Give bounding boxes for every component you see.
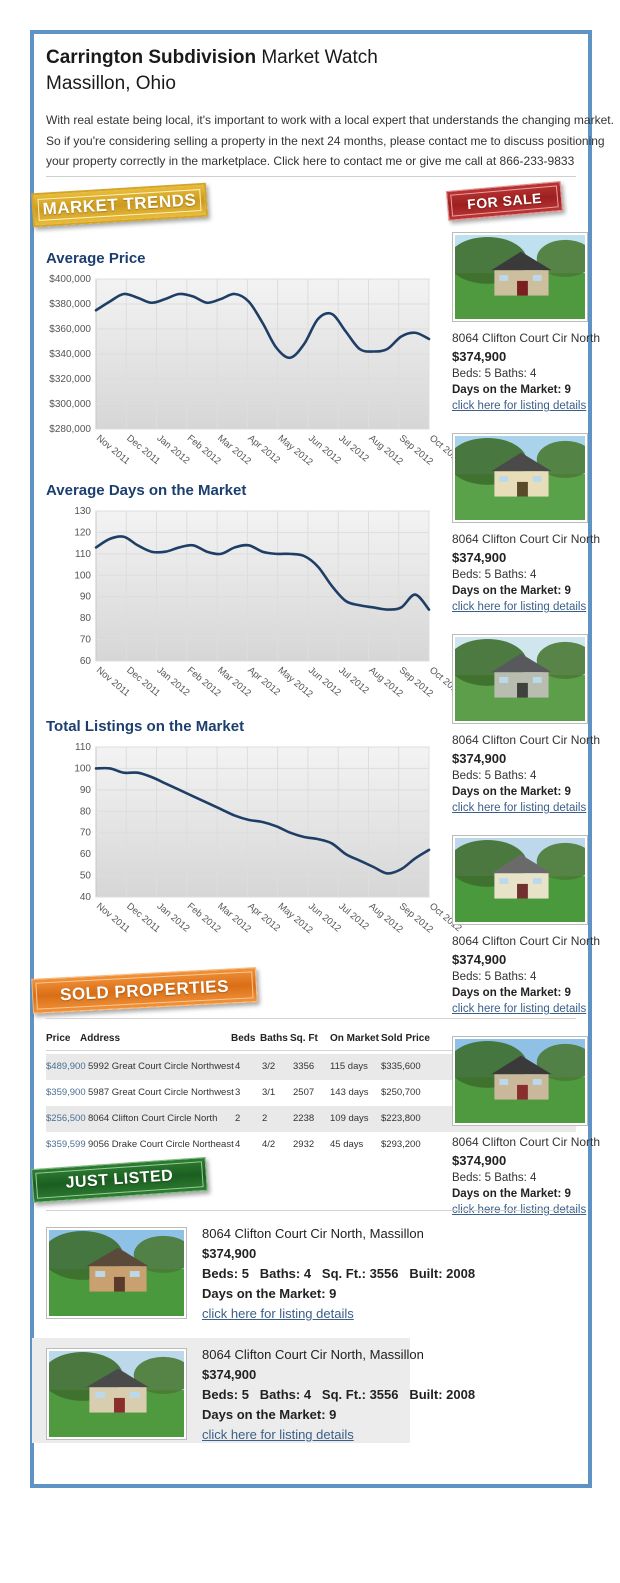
svg-text:120: 120	[74, 527, 91, 538]
svg-text:$380,000: $380,000	[49, 299, 91, 310]
svg-text:100: 100	[74, 763, 91, 774]
svg-text:$400,000: $400,000	[49, 274, 91, 285]
svg-text:110: 110	[75, 742, 91, 753]
svg-text:Jan 2012: Jan 2012	[155, 901, 192, 935]
svg-text:$340,000: $340,000	[49, 349, 91, 360]
svg-text:80: 80	[80, 613, 92, 624]
svg-text:Jan 2012: Jan 2012	[155, 665, 192, 699]
svg-text:130: 130	[74, 506, 91, 517]
svg-text:$360,000: $360,000	[49, 324, 91, 335]
svg-text:100: 100	[74, 570, 91, 581]
svg-text:Jan 2012: Jan 2012	[155, 433, 192, 467]
svg-text:$320,000: $320,000	[49, 374, 91, 385]
svg-text:90: 90	[80, 592, 92, 603]
svg-text:60: 60	[80, 849, 92, 860]
svg-text:50: 50	[80, 871, 92, 882]
svg-text:70: 70	[80, 828, 92, 839]
svg-text:110: 110	[75, 549, 91, 560]
svg-text:80: 80	[80, 806, 92, 817]
svg-text:70: 70	[80, 635, 92, 646]
svg-text:$300,000: $300,000	[49, 399, 91, 410]
svg-text:90: 90	[80, 785, 92, 796]
